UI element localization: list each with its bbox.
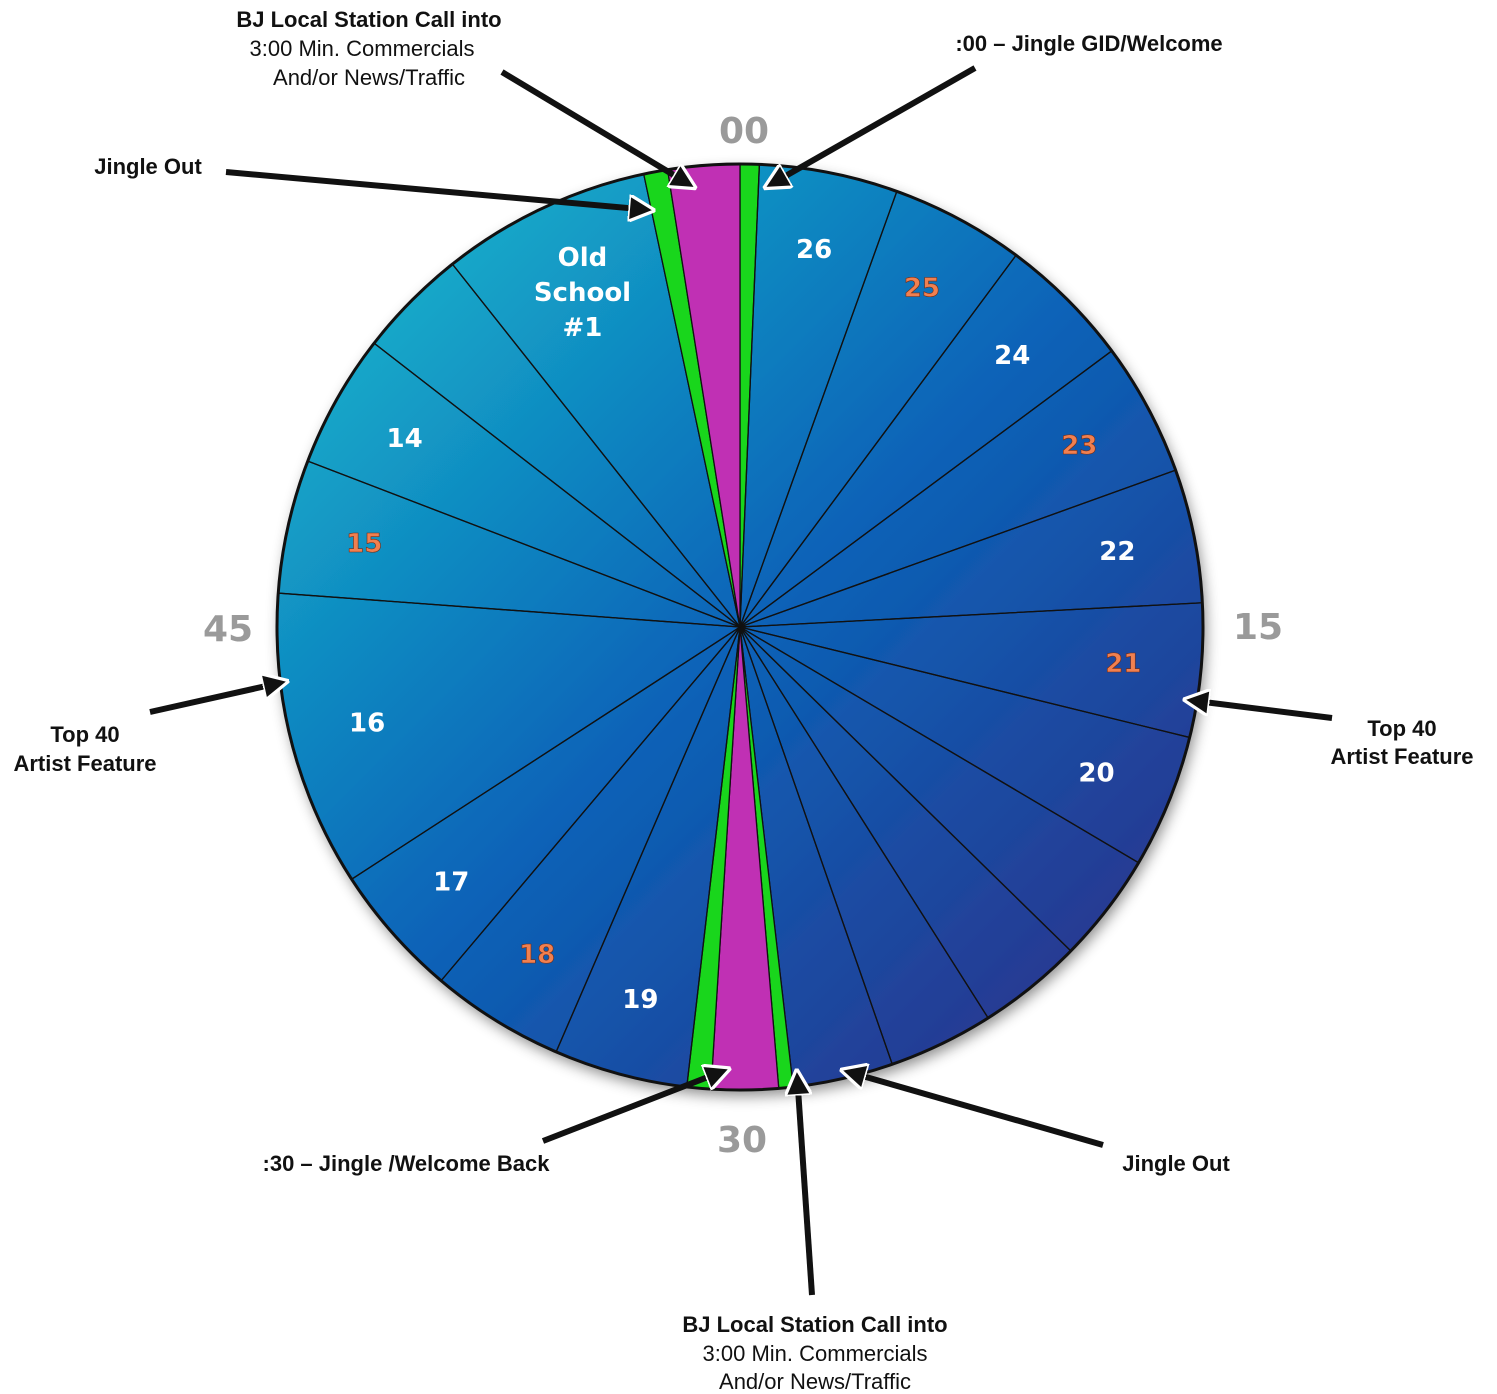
callout-top-break-line3: And/or News/Traffic xyxy=(273,65,465,90)
segment-label: 17 xyxy=(433,868,469,898)
arrow-right-feature xyxy=(1188,700,1333,721)
callout-right-feature: Top 40 Artist Feature xyxy=(1330,716,1473,769)
callout-left-feature-line1: Top 40 xyxy=(50,722,119,747)
arrow-top-jingle-welcome xyxy=(768,65,977,186)
segment-label: 25 xyxy=(904,274,940,304)
segment-label-group: 26 25 24 23 22 21 20 19 18 17 16 15 14 Old School #1 xyxy=(346,235,1142,1015)
minute-mark-15: 15 xyxy=(1233,607,1283,648)
arrow-left-feature xyxy=(149,682,284,715)
callout-top-jingle-out: Jingle Out xyxy=(94,154,202,179)
segment-label: 26 xyxy=(796,235,832,265)
segment-label: 14 xyxy=(386,424,422,454)
callout-bottom-jingle-welcome-back: :30 – Jingle /Welcome Back xyxy=(263,1151,551,1176)
clock-outline xyxy=(275,162,1205,1092)
arrow-bottom-jingle-welcome-back xyxy=(541,1070,726,1144)
segment-label: 18 xyxy=(519,940,555,970)
callout-right-feature-line2: Artist Feature xyxy=(1330,744,1473,769)
segment-label: 22 xyxy=(1099,537,1135,567)
segment-label: 15 xyxy=(346,529,382,559)
callout-top-break: BJ Local Station Call into 3:00 Min. Com… xyxy=(236,7,501,90)
arrow-top-jingle-out xyxy=(225,169,650,210)
callout-bottom-break-line3: And/or News/Traffic xyxy=(719,1369,911,1394)
callout-bottom-jingle-out: Jingle Out xyxy=(1122,1151,1230,1176)
minute-mark-45: 45 xyxy=(203,609,253,650)
segment-label: 20 xyxy=(1078,758,1114,788)
segment-label: 21 xyxy=(1105,649,1141,679)
arrow-bottom-jingle-out xyxy=(845,1071,1104,1148)
segment-label: 19 xyxy=(622,985,658,1015)
segment-label: 16 xyxy=(349,709,385,739)
segment-label: 23 xyxy=(1061,431,1097,461)
callout-left-feature-line2: Artist Feature xyxy=(13,751,156,776)
minute-mark-30: 30 xyxy=(717,1120,767,1161)
callout-bottom-break-line2: 3:00 Min. Commercials xyxy=(703,1341,928,1366)
callout-left-feature: Top 40 Artist Feature xyxy=(13,722,156,776)
minute-mark-00: 00 xyxy=(719,111,769,152)
segment-label: Old School #1 xyxy=(534,243,631,343)
callout-right-feature-line1: Top 40 xyxy=(1367,716,1436,741)
callout-top-jingle-welcome: :00 – Jingle GID/Welcome xyxy=(955,31,1222,56)
callout-top-break-line2: 3:00 Min. Commercials xyxy=(250,36,475,61)
arrow-top-break xyxy=(500,69,692,186)
callout-top-break-line1: BJ Local Station Call into xyxy=(236,7,501,32)
callout-bottom-break: BJ Local Station Call into 3:00 Min. Com… xyxy=(682,1312,947,1394)
segment-label: 24 xyxy=(994,341,1030,371)
callout-bottom-break-line1: BJ Local Station Call into xyxy=(682,1312,947,1337)
arrow-bottom-break xyxy=(797,1074,815,1296)
callout-arrows xyxy=(149,65,1333,1296)
